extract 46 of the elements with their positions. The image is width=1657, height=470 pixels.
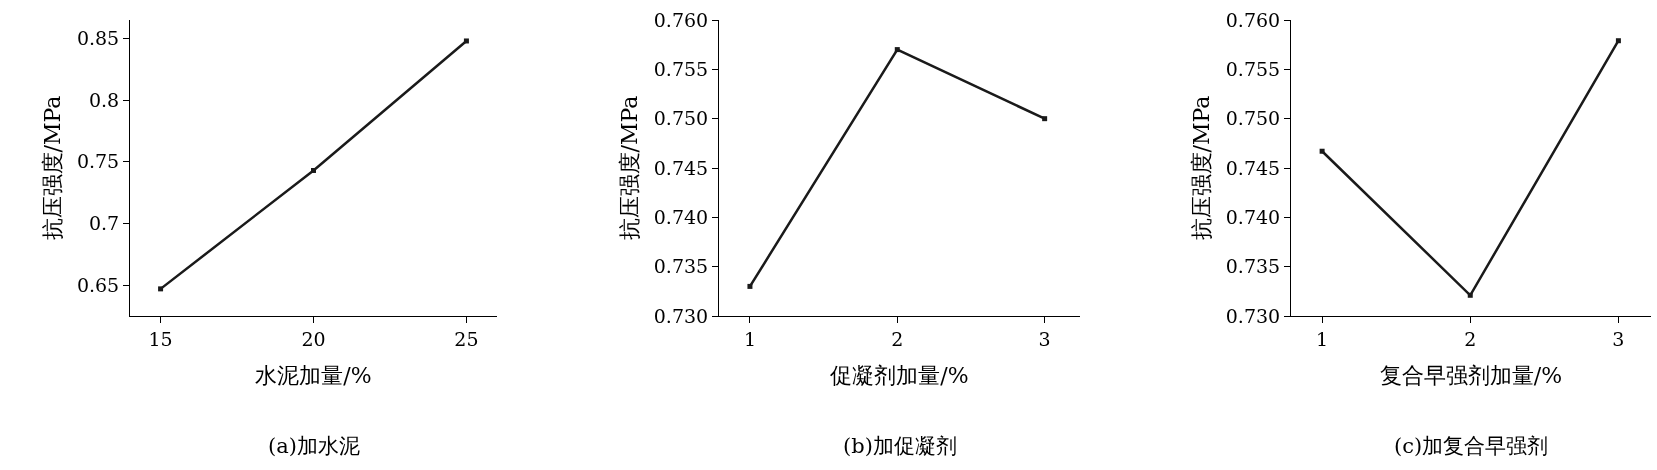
y-tick-label: 0.7 [88, 212, 120, 235]
point [747, 283, 753, 289]
y-tick-label: 0.730 [1225, 304, 1281, 327]
y-axis-title: 抗压强度/MPa [616, 95, 642, 241]
x-tick-label: 2 [891, 327, 904, 350]
y-tick-label: 0.760 [653, 8, 709, 31]
x-tick-label: 20 [301, 327, 326, 350]
point [1042, 116, 1048, 122]
y-tick-label: 0.735 [653, 255, 709, 278]
y-tick-label: 0.745 [1225, 156, 1281, 179]
text: (a)加水泥 [268, 434, 360, 458]
y-tick-label: 0.735 [1225, 255, 1281, 278]
y-tick-label: 0.8 [88, 88, 120, 111]
y-axis-title: 抗压强度/MPa [1188, 95, 1214, 241]
y-tick-label: 0.760 [1225, 8, 1281, 31]
y-tick-label: 0.730 [653, 304, 709, 327]
y-tick-label: 0.745 [653, 156, 709, 179]
x-axis-title: 促凝剂加量/% [830, 362, 969, 388]
x-tick-label: 1 [1316, 327, 1329, 350]
x-tick-label: 2 [1464, 327, 1477, 350]
x-axis-title: 复合早强剂加量/% [1379, 362, 1563, 388]
y-tick-label: 0.740 [653, 205, 709, 228]
y-tick-label: 0.750 [1225, 107, 1281, 130]
x-tick-label: 15 [148, 327, 173, 350]
y-axis-title: 抗压强度/MPa [39, 95, 65, 241]
y-tick-label: 0.740 [1225, 205, 1281, 228]
point [1615, 38, 1621, 44]
y-tick-label: 0.65 [76, 273, 120, 296]
point [1319, 148, 1325, 154]
y-tick-label: 0.750 [653, 107, 709, 130]
y-tick-label: 0.755 [653, 57, 709, 80]
point [311, 167, 316, 173]
x-tick-label: 1 [743, 327, 756, 350]
point [158, 286, 164, 292]
x-axis-title: 水泥加量/% [255, 362, 372, 388]
y-tick-label: 0.755 [1225, 57, 1281, 80]
point [463, 38, 469, 44]
point [1467, 292, 1473, 298]
y-tick-label: 0.85 [76, 27, 120, 50]
x-tick-label: 25 [454, 327, 479, 350]
x-tick-label: 3 [1612, 327, 1625, 350]
text: (c)加复合早强剂 [1394, 434, 1549, 458]
y-tick-label: 0.75 [76, 150, 120, 173]
x-tick-label: 3 [1038, 327, 1051, 350]
point [894, 47, 900, 53]
text: (b)加促凝剂 [843, 434, 957, 458]
